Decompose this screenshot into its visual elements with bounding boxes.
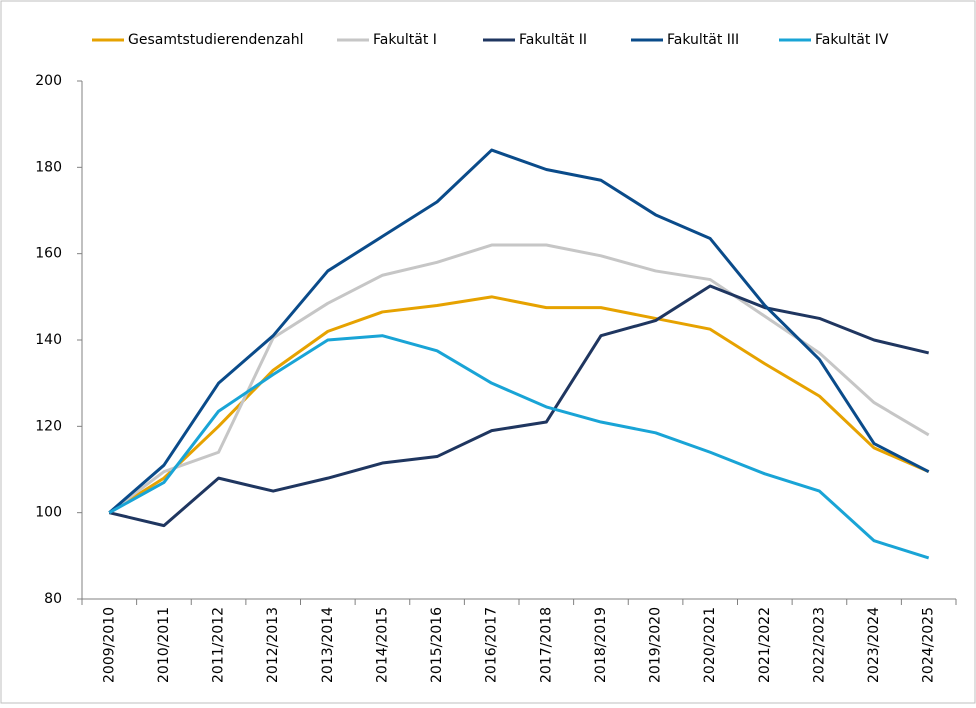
x-tick-label: 2024/2025: [921, 607, 937, 683]
series-line: [108, 148, 930, 514]
y-tick-label: 100: [35, 505, 62, 521]
y-tick-label: 140: [35, 332, 62, 348]
legend-label: Fakultät II: [519, 32, 587, 48]
x-tick-label: 2012/2013: [265, 607, 281, 683]
series-line: [108, 284, 930, 528]
x-tick-label: 2013/2014: [320, 607, 336, 683]
y-tick-label: 80: [44, 591, 62, 607]
x-tick-label: 2010/2011: [156, 607, 172, 683]
x-tick-label: 2023/2024: [866, 607, 882, 683]
x-tick-label: 2021/2022: [757, 607, 773, 683]
x-tick-label: 2014/2015: [374, 607, 390, 683]
x-tick-label: 2022/2023: [811, 607, 827, 683]
legend-label: Fakultät IV: [815, 32, 889, 48]
y-tick-label: 120: [35, 418, 62, 434]
legend-label: Gesamtstudierendenzahl: [128, 32, 304, 48]
x-tick-label: 2009/2010: [101, 607, 117, 683]
x-tick-label: 2018/2019: [593, 607, 609, 683]
x-tick-label: 2017/2018: [538, 607, 554, 683]
x-tick-label: 2011/2012: [211, 607, 227, 683]
series-line: [108, 243, 930, 514]
series-line: [108, 334, 930, 560]
x-tick-label: 2015/2016: [429, 607, 445, 683]
y-tick-label: 180: [35, 159, 62, 175]
legend-label: Fakultät III: [667, 32, 739, 48]
x-tick-label: 2019/2020: [648, 607, 664, 683]
y-tick-label: 160: [35, 246, 62, 262]
x-tick-label: 2020/2021: [702, 607, 718, 683]
x-tick-label: 2016/2017: [484, 607, 500, 683]
y-tick-label: 200: [35, 73, 62, 89]
legend-label: Fakultät I: [373, 32, 437, 48]
